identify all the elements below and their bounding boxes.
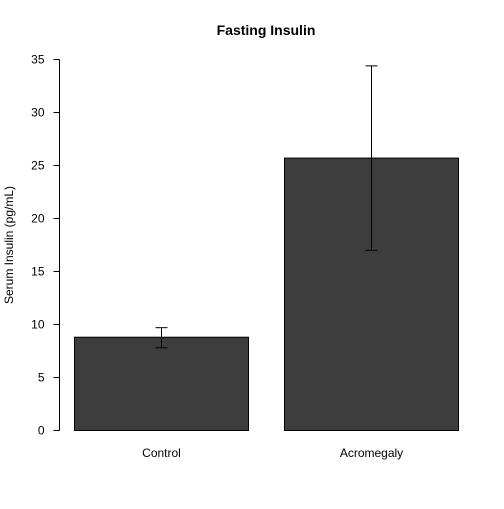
y-axis: 0 5 10 15 20 25 30 35 [31, 53, 60, 438]
bars [74, 157, 459, 432]
x-axis-labels: Control Acromegaly [142, 446, 403, 460]
bar-control [74, 336, 249, 431]
y-axis-label: Serum Insulin (pg/mL) [2, 186, 16, 304]
y-tick-label: 30 [31, 106, 45, 120]
y-tick-label: 35 [31, 53, 45, 67]
chart-title: Fasting Insulin [217, 22, 316, 38]
y-tick-label: 15 [31, 265, 45, 279]
error-bar-control [155, 327, 168, 349]
y-tick-label: 20 [31, 212, 45, 226]
y-tick-label: 5 [38, 371, 45, 385]
x-tick-label: Acromegaly [340, 446, 403, 460]
error-bars [155, 65, 378, 349]
x-tick-label: Control [142, 446, 181, 460]
error-bar-acromegaly [365, 65, 378, 251]
y-tick-label: 10 [31, 318, 45, 332]
y-tick-label: 0 [38, 424, 45, 438]
y-tick-label: 25 [31, 159, 45, 173]
